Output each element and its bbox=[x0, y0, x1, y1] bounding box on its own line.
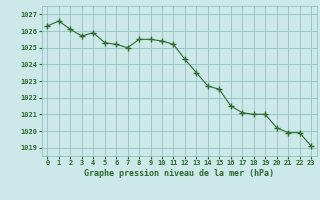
X-axis label: Graphe pression niveau de la mer (hPa): Graphe pression niveau de la mer (hPa) bbox=[84, 169, 274, 178]
